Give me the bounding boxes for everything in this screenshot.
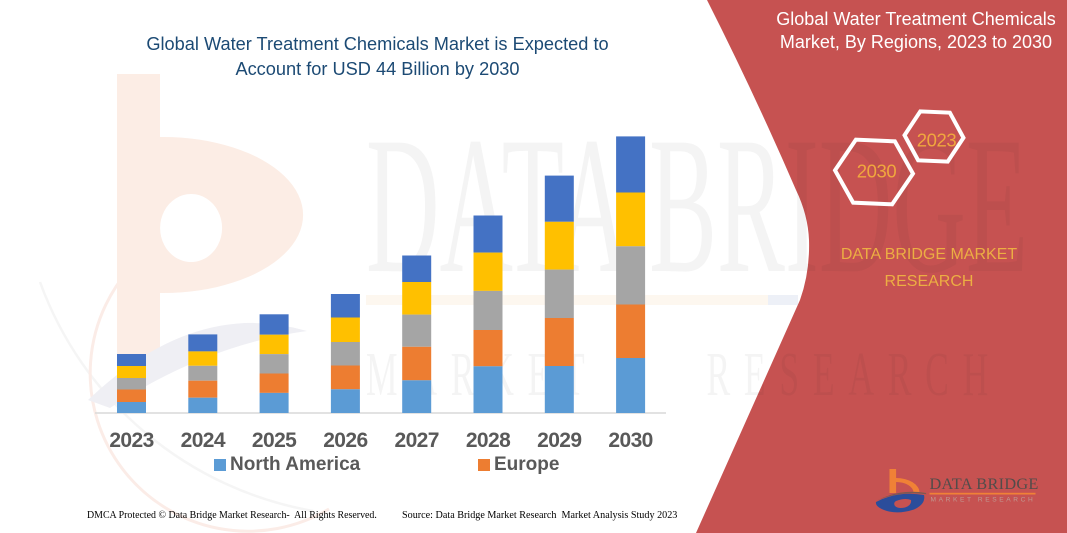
svg-text:MARKET RESEARCH: MARKET RESEARCH xyxy=(931,497,1036,504)
svg-text:DATA BRIDGE: DATA BRIDGE xyxy=(930,474,1039,493)
svg-text:2030: 2030 xyxy=(857,160,897,181)
svg-text:2023: 2023 xyxy=(917,130,957,151)
